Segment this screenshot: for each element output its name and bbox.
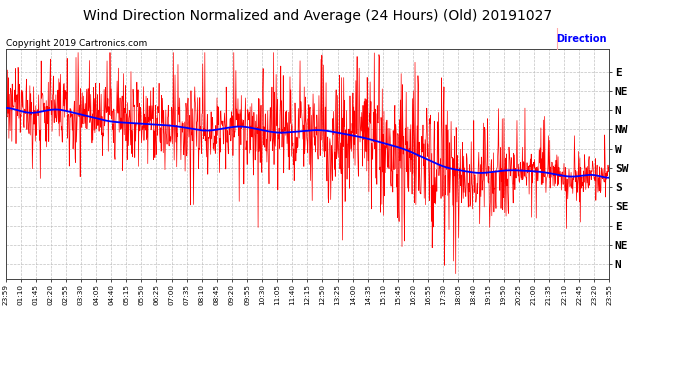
Text: Direction: Direction <box>557 34 607 44</box>
Text: Median: Median <box>513 34 554 44</box>
Text: Wind Direction Normalized and Average (24 Hours) (Old) 20191027: Wind Direction Normalized and Average (2… <box>83 9 552 23</box>
Text: Copyright 2019 Cartronics.com: Copyright 2019 Cartronics.com <box>6 39 147 48</box>
